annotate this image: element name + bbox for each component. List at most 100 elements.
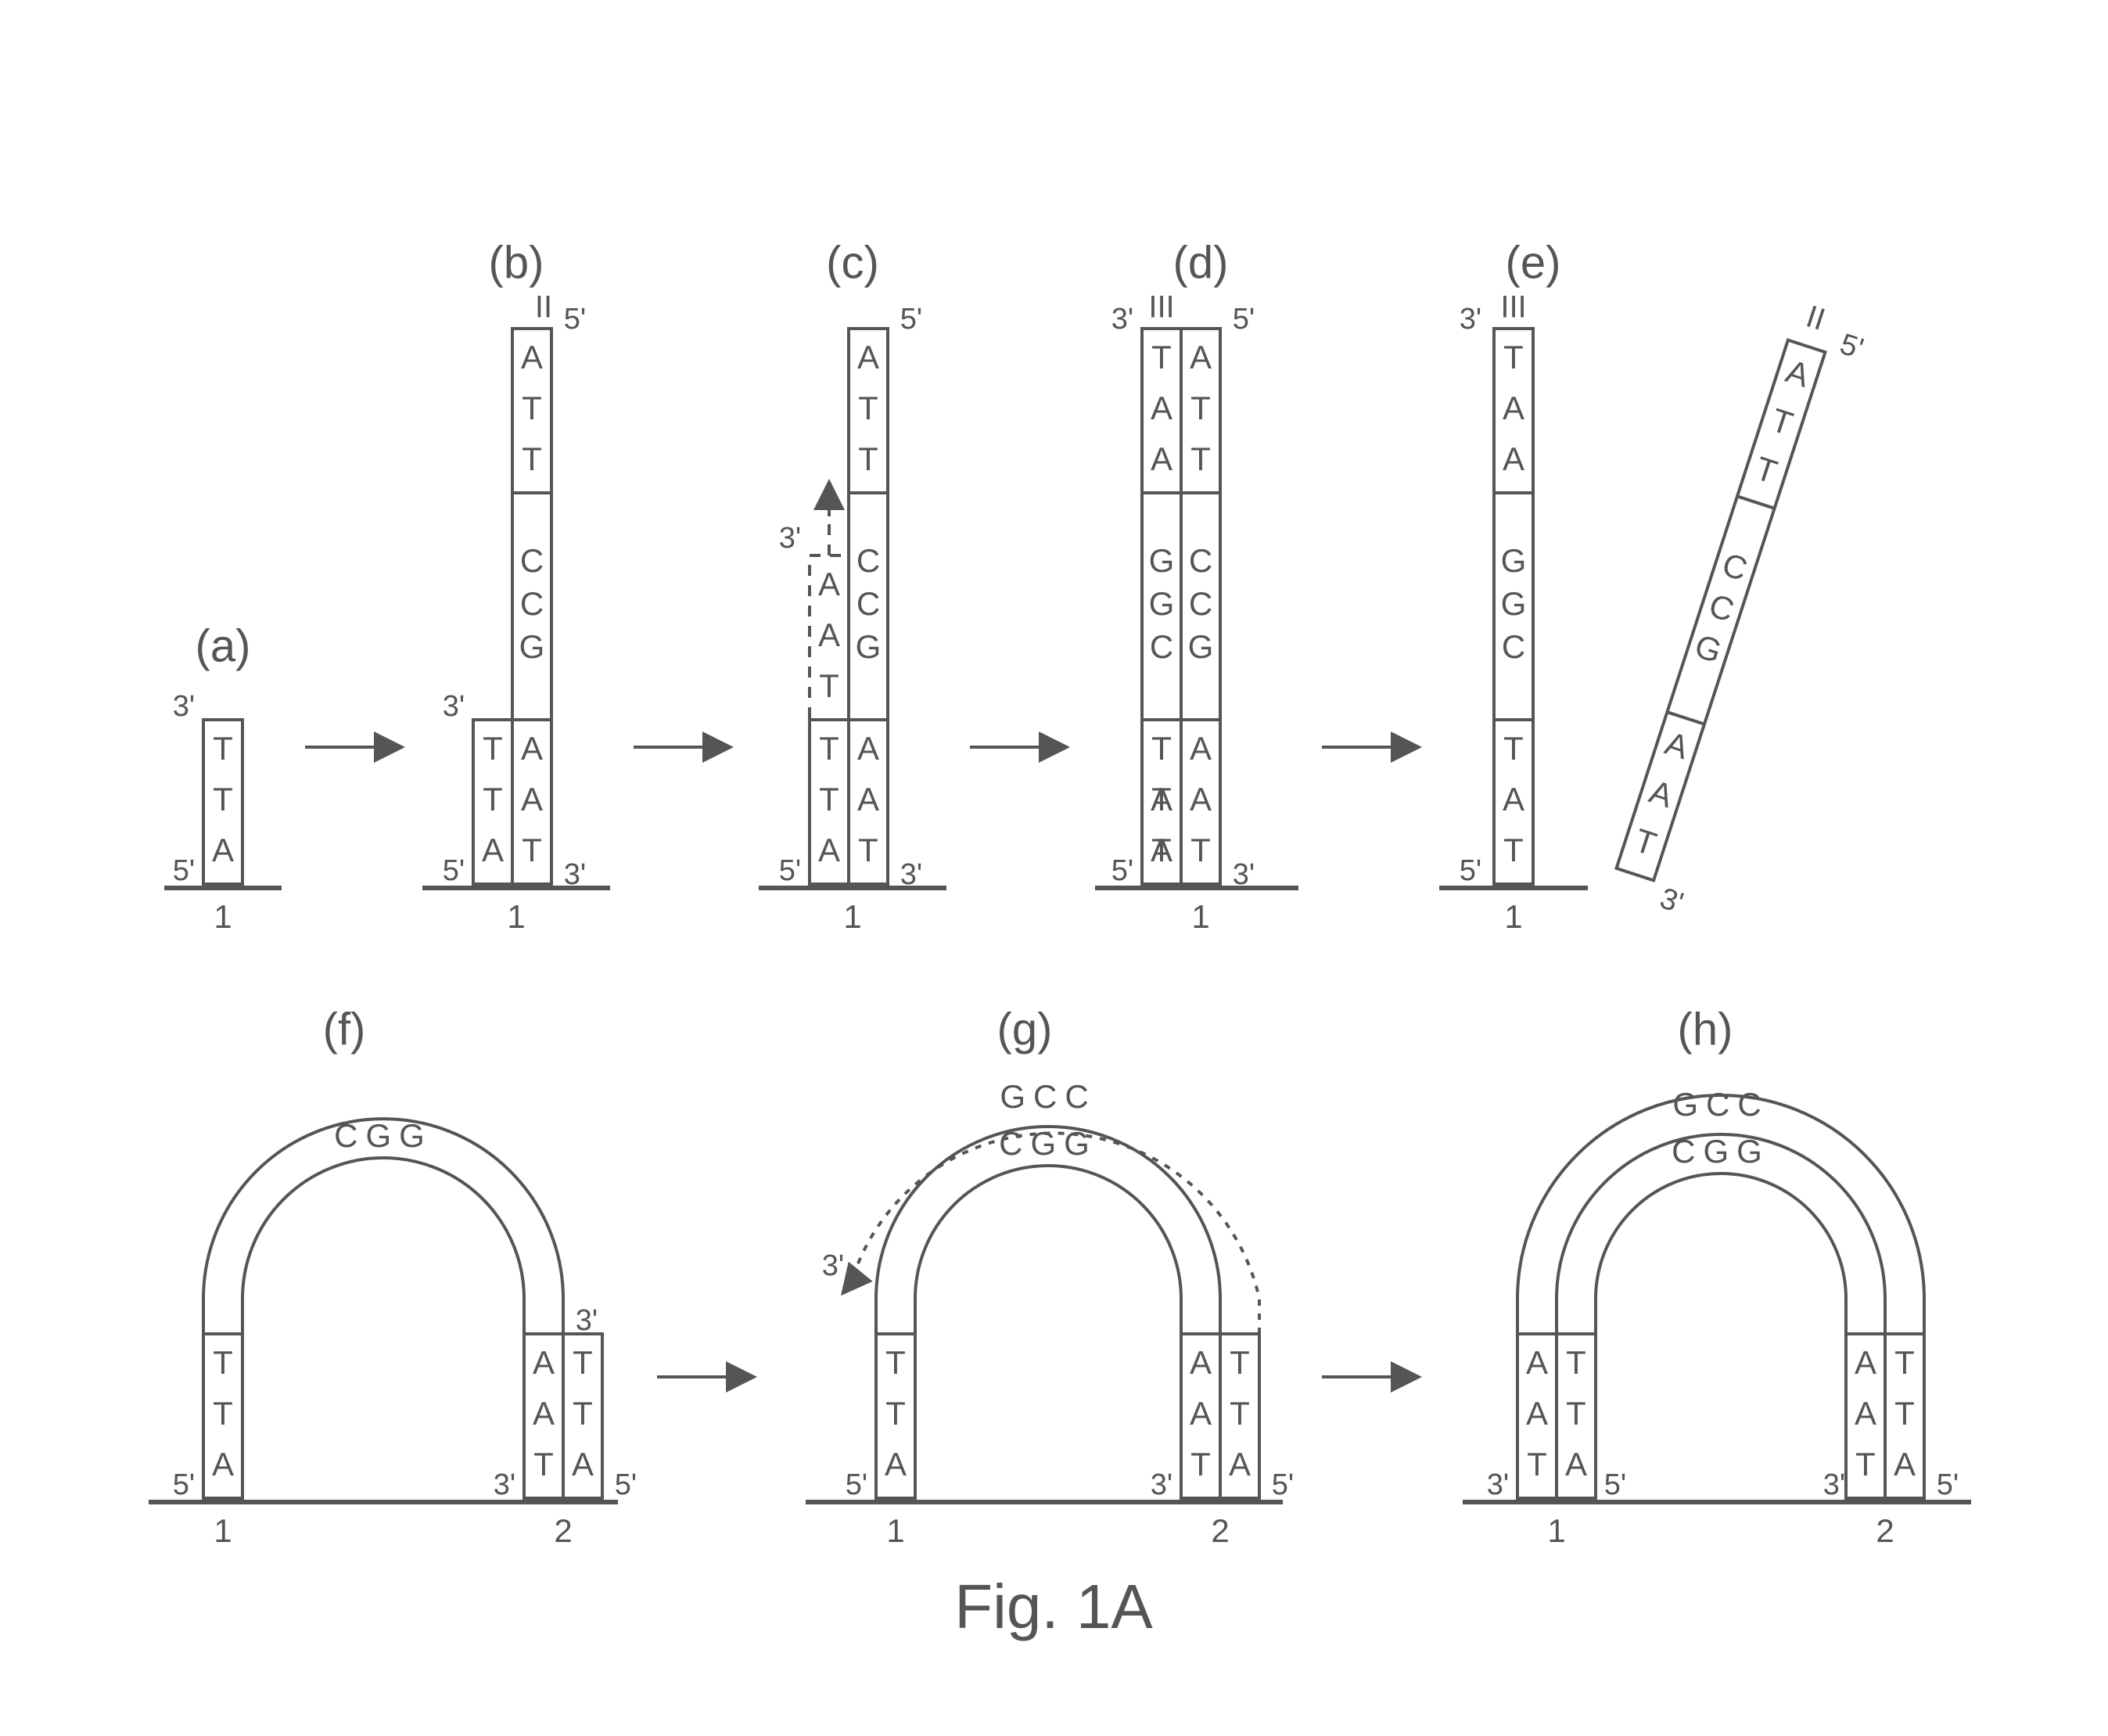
svg-text:T: T: [522, 440, 542, 477]
svg-text:5': 5': [1460, 854, 1481, 887]
svg-text:T: T: [1767, 401, 1797, 443]
svg-text:A: A: [1190, 1344, 1212, 1381]
svg-text:G: G: [856, 628, 882, 665]
svg-text:T: T: [1855, 1446, 1876, 1483]
g-arch-out: GCC: [1000, 1078, 1096, 1115]
svg-text:A: A: [521, 339, 543, 376]
svg-text:5': 5': [1937, 1468, 1959, 1501]
svg-text:T: T: [1566, 1344, 1586, 1381]
svg-text:A: A: [1565, 1446, 1587, 1483]
a-5p: 5': [173, 854, 195, 887]
svg-text:T: T: [1151, 832, 1172, 868]
e-roman3: III: [1500, 290, 1526, 325]
svg-text:A: A: [212, 1446, 234, 1483]
svg-text:T: T: [1151, 730, 1172, 767]
svg-text:T: T: [858, 440, 878, 477]
panel-f: (f) T T A 5' CGG A A T 3' 3' T T A 5' 1 …: [149, 1004, 637, 1549]
a-3p: 3': [173, 690, 195, 723]
panel-label-d: (d): [1173, 237, 1229, 288]
svg-text:C: C: [520, 585, 544, 622]
panel-b: (b) II T T A 3' 5' A T T C C G A A T 5' …: [422, 237, 610, 935]
svg-text:A: A: [1190, 781, 1212, 818]
svg-text:A: A: [1190, 1395, 1212, 1432]
svg-text:5': 5': [846, 1468, 867, 1501]
e-site: 1: [1504, 898, 1522, 935]
svg-text:2: 2: [1876, 1512, 1894, 1549]
svg-text:G: G: [519, 628, 545, 665]
svg-text:3': 3': [900, 858, 922, 891]
svg-text:A: A: [818, 616, 840, 653]
svg-text:A: A: [1526, 1395, 1548, 1432]
svg-text:5': 5': [564, 303, 586, 336]
g-arch-in: CGG: [999, 1125, 1097, 1162]
panel-label-e: (e): [1506, 237, 1561, 288]
svg-text:T: T: [1230, 1395, 1250, 1432]
panel-label-f: (f): [323, 1004, 366, 1055]
svg-text:3': 3': [1233, 858, 1255, 891]
svg-text:A: A: [1503, 390, 1524, 426]
b-roman: II: [535, 290, 552, 325]
svg-text:3': 3': [779, 522, 801, 555]
svg-text:A: A: [482, 832, 504, 868]
panel-label-h: (h): [1678, 1004, 1733, 1055]
svg-text:A: A: [1894, 1446, 1916, 1483]
svg-text:T: T: [1190, 390, 1211, 426]
svg-text:T: T: [1503, 339, 1524, 376]
svg-text:A: A: [1151, 390, 1173, 426]
svg-text:A: A: [521, 781, 543, 818]
svg-text:5': 5': [1836, 328, 1867, 366]
panel-c: (c) T T A 5' A T T C C G A A T 5' 3' A A…: [759, 237, 946, 935]
svg-text:5': 5': [779, 854, 801, 887]
svg-text:T: T: [522, 832, 542, 868]
svg-text:A: A: [1782, 352, 1814, 394]
svg-text:A: A: [1855, 1395, 1876, 1432]
svg-text:C: C: [856, 585, 880, 622]
svg-text:3': 3': [1111, 303, 1133, 336]
svg-text:T: T: [573, 1395, 593, 1432]
svg-text:T: T: [858, 832, 878, 868]
panel-label-g: (g): [997, 1004, 1053, 1055]
panel-d: (d) III T T A 5' T A A G G C T A T 3' A …: [1095, 237, 1298, 935]
svg-text:5': 5': [1272, 1468, 1294, 1501]
svg-text:T: T: [213, 1344, 233, 1381]
svg-text:T: T: [533, 1446, 554, 1483]
svg-text:T: T: [1503, 730, 1524, 767]
svg-text:T: T: [885, 1395, 906, 1432]
svg-text:T: T: [1190, 1446, 1211, 1483]
svg-text:C: C: [1502, 628, 1525, 665]
svg-text:2: 2: [554, 1512, 572, 1549]
svg-text:G: G: [1149, 585, 1175, 622]
svg-text:T: T: [522, 390, 542, 426]
h-arch-out: GCC: [1672, 1086, 1769, 1123]
svg-text:3': 3': [1460, 303, 1481, 336]
svg-text:A: A: [857, 339, 879, 376]
svg-text:T: T: [819, 730, 839, 767]
svg-text:T: T: [1894, 1395, 1915, 1432]
svg-text:T: T: [483, 730, 503, 767]
svg-text:C: C: [520, 542, 544, 579]
svg-text:C: C: [856, 542, 880, 579]
svg-text:A: A: [857, 730, 879, 767]
svg-text:T: T: [573, 1344, 593, 1381]
svg-text:3': 3': [1487, 1468, 1509, 1501]
svg-text:G: G: [1188, 628, 1214, 665]
svg-text:T: T: [885, 1344, 906, 1381]
svg-text:A: A: [818, 832, 840, 868]
svg-text:T: T: [1751, 450, 1782, 491]
svg-text:A: A: [1503, 440, 1524, 477]
a-site: 1: [214, 898, 232, 935]
svg-text:T: T: [1190, 440, 1211, 477]
svg-text:A: A: [1661, 724, 1693, 766]
h-arch-in: CGG: [1672, 1133, 1770, 1170]
panel-h: (h) CGG GCC A A T 3' T T A 5' A A T 3' T…: [1463, 1004, 1971, 1549]
svg-text:G: G: [1501, 585, 1527, 622]
svg-text:A: A: [1645, 773, 1677, 814]
svg-text:3': 3': [576, 1304, 598, 1337]
svg-text:G: G: [1149, 542, 1175, 579]
svg-text:G: G: [1501, 542, 1527, 579]
svg-text:C: C: [1718, 545, 1751, 588]
svg-text:A: A: [533, 1344, 555, 1381]
svg-text:C: C: [1704, 587, 1738, 629]
d-roman: III: [1148, 290, 1174, 325]
svg-text:3': 3': [494, 1468, 515, 1501]
